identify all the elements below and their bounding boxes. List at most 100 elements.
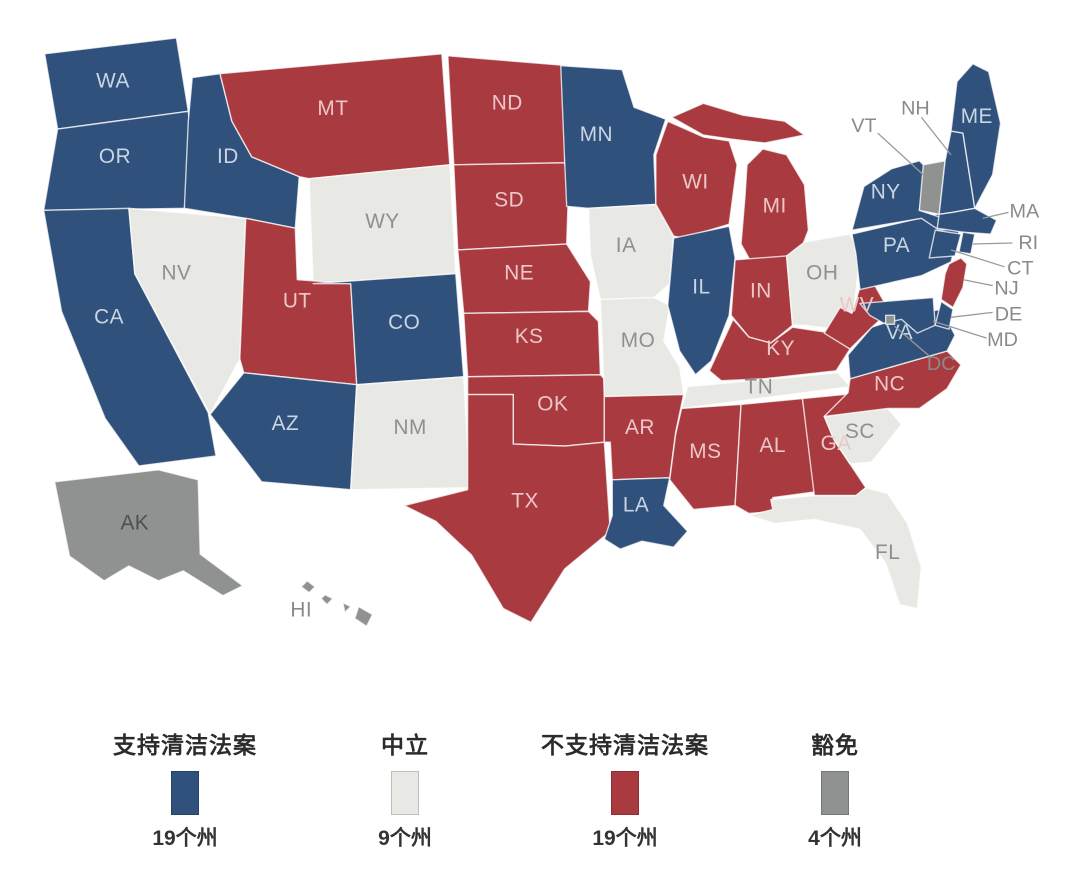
- state-label-ut: UT: [283, 289, 312, 312]
- state-label-mi: MI: [763, 194, 787, 217]
- state-label-ar: AR: [625, 416, 655, 439]
- leader-label-md: MD: [987, 329, 1018, 351]
- legend-label-exempt: 豁免: [811, 732, 859, 758]
- legend: 支持清洁法案 19个州 中立 9个州 不支持清洁法案 19个州 豁免 4个州: [0, 726, 1080, 856]
- leader-label-ma: MA: [1009, 200, 1039, 222]
- legend-label-support: 支持清洁法案: [113, 732, 257, 758]
- state-label-ny: NY: [871, 180, 901, 203]
- state-mt: [219, 53, 451, 180]
- state-label-in: IN: [750, 280, 772, 303]
- state-label-nv: NV: [161, 262, 191, 285]
- state-label-la: LA: [623, 493, 649, 516]
- legend-swatch-support: [171, 771, 199, 815]
- state-label-nm: NM: [394, 416, 427, 439]
- state-wi: [655, 120, 738, 239]
- state-label-ia: IA: [616, 234, 637, 257]
- state-label-wy: WY: [365, 210, 400, 233]
- state-label-tx: TX: [511, 490, 539, 513]
- state-label-pa: PA: [883, 234, 910, 257]
- state-label-nd: ND: [492, 91, 523, 114]
- state-label-oh: OH: [806, 262, 838, 285]
- state-ks: [462, 310, 602, 378]
- state-tx: [403, 393, 611, 624]
- legend-count-exempt: 4个州: [808, 827, 862, 850]
- state-az: [209, 372, 358, 491]
- state-il: [667, 225, 736, 376]
- state-ri: [958, 231, 976, 255]
- leader-line-nj: [962, 279, 993, 287]
- state-label-ne: NE: [504, 262, 534, 285]
- legend-label-oppose: 不支持清洁法案: [541, 732, 709, 758]
- state-label-mn: MN: [580, 123, 613, 146]
- legend-swatch-oppose: [611, 771, 639, 815]
- state-label-ky: KY: [766, 337, 795, 360]
- legend-count-support: 19个州: [152, 827, 218, 850]
- state-label-mt: MT: [317, 97, 348, 120]
- leader-line-dc: [894, 325, 930, 357]
- state-label-ak: AK: [120, 511, 149, 534]
- state-label-tn: TN: [745, 376, 774, 399]
- state-ma: [936, 207, 998, 235]
- state-label-ok: OK: [537, 392, 568, 415]
- state-nj: [940, 257, 968, 309]
- leader-line-ct: [950, 249, 1005, 268]
- state-label-id: ID: [217, 145, 239, 168]
- state-ak: [53, 469, 244, 597]
- state-mn: [560, 65, 667, 210]
- legend-swatch-exempt: [821, 771, 849, 815]
- leader-line-de: [950, 311, 993, 318]
- leader-label-vt: VT: [851, 115, 876, 137]
- state-label-az: AZ: [272, 412, 300, 435]
- state-label-fl: FL: [875, 541, 900, 564]
- state-label-wi: WI: [682, 171, 708, 194]
- leader-line-ma: [982, 211, 1009, 219]
- legend-count-neutral: 9个州: [378, 827, 432, 850]
- leader-label-ct: CT: [1007, 258, 1033, 280]
- us-map-svg: WA OR CA NV ID MT WY UT CO AZ NM ND SD NE KS OK TX MN IA MO…: [42, 37, 1040, 628]
- state-sd: [453, 162, 570, 251]
- leader-line-ri: [972, 242, 1013, 245]
- leader-label-nh: NH: [901, 97, 930, 119]
- legend-item-oppose: 不支持清洁法案 19个州: [515, 726, 735, 852]
- state-label-ms: MS: [689, 440, 721, 463]
- leader-label-nj: NJ: [994, 278, 1018, 300]
- state-hi: [300, 580, 374, 628]
- state-label-hi: HI: [290, 598, 312, 621]
- state-label-al: AL: [760, 434, 786, 457]
- leader-label-ri: RI: [1018, 232, 1038, 254]
- state-label-wv: WV: [840, 293, 874, 316]
- state-label-or: OR: [99, 145, 131, 168]
- state-de: [934, 300, 954, 330]
- state-la: [603, 477, 689, 550]
- state-label-va: VA: [886, 321, 913, 344]
- leader-line-nh: [920, 116, 952, 156]
- state-md: [859, 296, 936, 334]
- leader-label-de: DE: [995, 303, 1023, 325]
- legend-item-exempt: 豁免 4个州: [725, 726, 945, 852]
- leader-label-dc: DC: [927, 353, 956, 375]
- legend-item-neutral: 中立 9个州: [295, 726, 515, 852]
- legend-label-neutral: 中立: [381, 732, 429, 758]
- us-choropleth-map: WA OR CA NV ID MT WY UT CO AZ NM ND SD NE KS OK TX MN IA MO…: [10, 14, 1060, 688]
- state-nc: [823, 350, 962, 418]
- legend-swatch-neutral: [391, 771, 419, 815]
- state-label-sd: SD: [494, 188, 524, 211]
- state-fl: [748, 487, 923, 610]
- state-label-me: ME: [961, 105, 993, 128]
- leader-line-md: [933, 320, 987, 339]
- state-ct: [928, 229, 962, 259]
- state-me: [950, 63, 1002, 210]
- state-label-nc: NC: [874, 373, 905, 396]
- state-label-sc: SC: [845, 420, 875, 443]
- state-label-il: IL: [692, 276, 710, 299]
- state-nv: [128, 207, 247, 416]
- state-label-ca: CA: [94, 305, 124, 328]
- state-label-co: CO: [388, 311, 420, 334]
- state-label-ks: KS: [515, 325, 544, 348]
- leader-line-vt: [877, 132, 926, 178]
- state-label-mo: MO: [621, 329, 655, 352]
- state-label-ga: GA: [821, 432, 852, 455]
- state-ne: [457, 243, 592, 315]
- state-label-wa: WA: [96, 70, 130, 93]
- state-dc: [884, 314, 896, 325]
